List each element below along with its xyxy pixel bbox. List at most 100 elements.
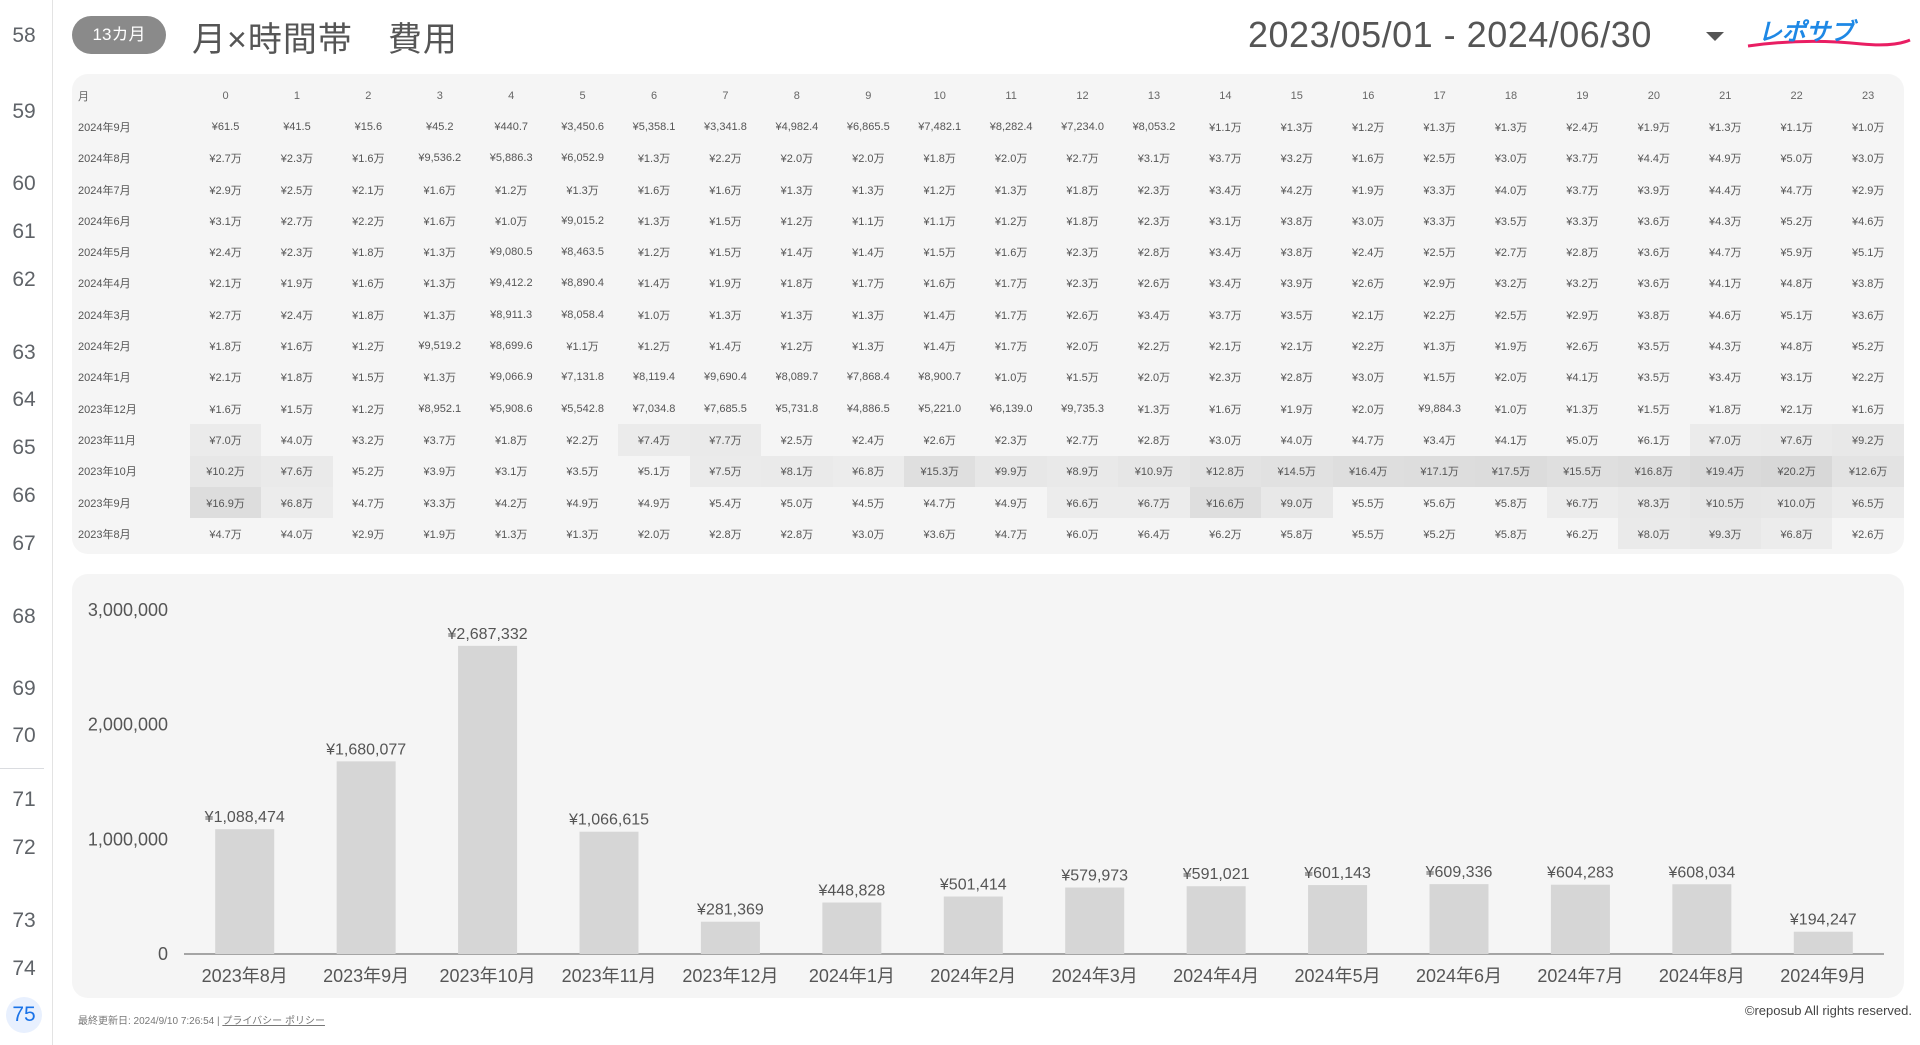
hour-column-header[interactable]: 6 <box>650 89 658 102</box>
cost-cell: ¥7,868.4 <box>846 371 890 384</box>
cost-cell: ¥2.1万 <box>209 278 242 291</box>
cost-cell: ¥20.2万 <box>1760 455 1833 487</box>
cost-cell: ¥1.1万 <box>1780 121 1813 134</box>
cost-cell: ¥2.6万 <box>1566 341 1599 354</box>
row-number[interactable]: 62 <box>12 268 36 291</box>
row-number[interactable]: 64 <box>12 388 36 411</box>
x-tick-label: 2023年8月 <box>202 966 288 986</box>
cost-cell: ¥1.4万 <box>637 278 671 291</box>
cost-cell: ¥8,952.1 <box>418 402 462 415</box>
hour-column-header[interactable]: 12 <box>1076 89 1089 102</box>
hour-column-header[interactable]: 4 <box>508 89 515 102</box>
row-number[interactable]: 69 <box>12 677 36 700</box>
bar <box>579 831 639 954</box>
hour-column-header[interactable]: 22 <box>1790 89 1803 102</box>
hour-column-header[interactable]: 16 <box>1362 89 1375 102</box>
row-number[interactable]: 65 <box>12 436 36 459</box>
hour-column-header[interactable]: 0 <box>222 89 229 102</box>
cost-cell: ¥4.1万 <box>1709 278 1742 291</box>
cost-cell: ¥1.6万 <box>637 184 671 197</box>
cost-cell: ¥12.6万 <box>1832 455 1904 487</box>
cost-cell: ¥1.5万 <box>1423 372 1456 385</box>
hour-column-header[interactable]: 21 <box>1719 89 1732 102</box>
cost-cell: ¥1.8万 <box>1066 184 1099 197</box>
privacy-policy-link[interactable]: プライバシー ポリシー <box>222 1016 325 1027</box>
row-number[interactable]: 71 <box>12 788 36 811</box>
cost-cell: ¥1.6万 <box>423 215 456 228</box>
row-number[interactable]: 59 <box>12 100 36 123</box>
row-number[interactable]: 67 <box>12 532 36 555</box>
hour-column-header[interactable]: 2 <box>365 89 372 102</box>
cost-cell: ¥1.5万 <box>1637 403 1671 416</box>
month-hour-cost-table: 月 0 1 2 3 4 5 6 7 8 9 10 11 12 13 14 15 16 17 18 19 20 21 22 23 … <box>72 74 1904 554</box>
cost-cell: ¥3.3万 <box>1423 215 1456 228</box>
hour-column-header[interactable]: 11 <box>1005 89 1017 102</box>
hour-column-header[interactable]: 23 <box>1862 89 1875 102</box>
cost-cell: ¥10.2万 <box>189 455 262 487</box>
row-number[interactable]: 63 <box>12 341 36 364</box>
cost-cell: ¥1.9万 <box>1494 341 1528 354</box>
cost-cell: ¥4.0万 <box>280 434 314 447</box>
date-range-picker[interactable]: 2023/05/01 - 2024/06/30 <box>1248 14 1652 55</box>
hour-column-header[interactable]: 20 <box>1647 89 1660 102</box>
bar-data-label: ¥1,066,615 <box>568 812 649 829</box>
cost-cell: ¥4.0万 <box>1280 434 1313 447</box>
period-badge[interactable]: 13カ月 <box>72 16 166 54</box>
cost-cell: ¥7.0万 <box>1689 424 1761 456</box>
y-tick-label: 3,000,000 <box>88 600 168 620</box>
x-tick-label: 2024年9月 <box>1780 966 1866 986</box>
hour-column-header[interactable]: 7 <box>722 89 729 102</box>
cost-cell: ¥1.4万 <box>780 247 814 260</box>
cost-cell: ¥5.2万 <box>1423 528 1456 541</box>
hour-column-header[interactable]: 10 <box>933 89 946 102</box>
x-tick-label: 2023年10月 <box>440 966 536 986</box>
table-row: 2024年6月 ¥3.1万 ¥2.7万 ¥2.2万 ¥1.6万 ¥1.0万 ¥9,015.2… <box>72 205 1904 236</box>
row-number[interactable]: 75 <box>6 997 42 1033</box>
hour-column-header[interactable]: 19 <box>1576 89 1589 102</box>
hour-column-header[interactable]: 15 <box>1290 89 1303 102</box>
hour-column-header[interactable]: 14 <box>1219 89 1232 102</box>
cost-cell: ¥1.8万 <box>352 247 385 260</box>
row-number[interactable]: 61 <box>12 220 36 243</box>
cost-cell: ¥4.7万 <box>923 497 956 510</box>
cost-cell: ¥1.8万 <box>494 434 528 447</box>
cost-cell: ¥2.5万 <box>1423 247 1456 260</box>
row-number[interactable]: 74 <box>12 957 36 980</box>
cost-cell: ¥1.9万 <box>1280 403 1313 416</box>
cost-cell: ¥9.9万 <box>975 455 1047 487</box>
row-number[interactable]: 73 <box>12 909 36 932</box>
cost-cell: ¥1.5万 <box>709 215 742 228</box>
cost-cell: ¥2.2万 <box>1137 341 1171 354</box>
hour-column-header[interactable]: 17 <box>1433 89 1446 102</box>
cost-cell: ¥1.3万 <box>1709 121 1742 134</box>
cost-cell: ¥7.6万 <box>1760 424 1833 456</box>
row-number[interactable]: 60 <box>12 172 36 195</box>
cost-cell: ¥16.6万 <box>1189 486 1262 519</box>
month-cell: 2023年11月 <box>78 434 136 447</box>
cost-cell: ¥1.3万 <box>566 528 599 541</box>
cost-cell: ¥1.5万 <box>1066 372 1099 385</box>
chevron-down-icon[interactable] <box>1706 32 1724 41</box>
cost-cell: ¥2.2万 <box>352 215 385 228</box>
row-number[interactable]: 58 <box>12 24 36 47</box>
row-number[interactable]: 72 <box>12 836 36 859</box>
hour-column-header[interactable]: 9 <box>865 89 872 102</box>
table-row: 2024年9月 ¥61.5 ¥41.5 ¥15.6 ¥45.2 ¥440.7 ¥3,450.… <box>72 111 1904 142</box>
month-column-header[interactable]: 月 <box>78 90 89 103</box>
cost-cell: ¥1.4万 <box>709 341 742 354</box>
row-number[interactable]: 70 <box>12 724 36 747</box>
hour-column-header[interactable]: 1 <box>293 89 301 102</box>
cost-cell: ¥5.8万 <box>1494 528 1528 541</box>
hour-column-header[interactable]: 8 <box>793 89 800 102</box>
hour-column-header[interactable]: 13 <box>1147 89 1161 102</box>
cost-cell: ¥8,119.4 <box>633 371 676 384</box>
cost-cell: ¥1.3万 <box>1280 121 1313 134</box>
hour-column-header[interactable]: 18 <box>1504 89 1518 102</box>
cost-cell: ¥6.2万 <box>1209 528 1242 541</box>
month-cell: 2023年12月 <box>78 403 137 416</box>
hour-column-header[interactable]: 3 <box>436 89 443 102</box>
row-number[interactable]: 68 <box>12 605 36 628</box>
row-number[interactable]: 66 <box>12 484 36 507</box>
hour-column-header[interactable]: 5 <box>579 89 586 102</box>
cost-cell: ¥6.4万 <box>1137 528 1171 541</box>
